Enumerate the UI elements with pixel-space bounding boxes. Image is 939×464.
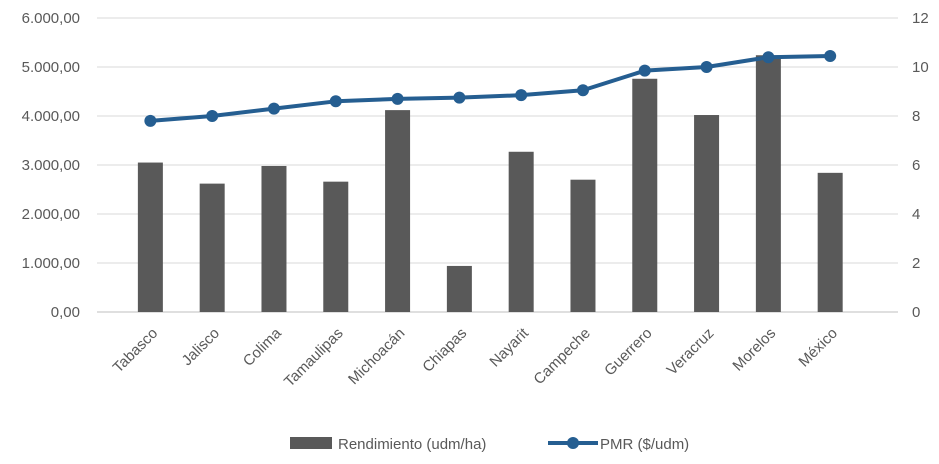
line-point [638, 64, 651, 77]
right-tick-label: 10 [912, 59, 929, 76]
right-tick-label: 0 [912, 304, 920, 321]
right-tick-label: 8 [912, 108, 920, 125]
bar [261, 165, 287, 312]
bar [632, 78, 658, 312]
category-label: Jalisco [179, 325, 223, 369]
category-label: Nayarit [486, 324, 532, 370]
left-tick-label: 5.000,00 [22, 59, 80, 76]
bar [817, 172, 843, 312]
legend-line-marker [567, 437, 579, 449]
legend-bar-label: Rendimiento (udm/ha) [338, 436, 486, 453]
left-tick-label: 1.000,00 [22, 255, 80, 272]
bar [323, 181, 349, 312]
bar [446, 265, 472, 312]
category-label: Veracruz [664, 325, 718, 379]
line-series [144, 49, 837, 127]
category-label: México [795, 325, 841, 371]
line-point [824, 49, 837, 62]
line-point [206, 110, 219, 122]
category-label: Tamaulipas [281, 325, 347, 391]
bar [694, 115, 720, 313]
category-label: Chiapas [419, 325, 470, 376]
line-point [762, 51, 775, 64]
right-tick-label: 2 [912, 255, 920, 272]
line-point [453, 91, 466, 104]
right-tick-label: 6 [912, 157, 920, 174]
right-axis-tick-labels: 0 2 4 6 8 10 12 [912, 10, 929, 321]
left-tick-label: 0,00 [51, 304, 80, 321]
category-label: Campeche [530, 325, 593, 388]
right-tick-label: 12 [912, 10, 929, 27]
left-tick-label: 6.000,00 [22, 10, 80, 27]
line-point [700, 61, 713, 73]
legend: Rendimiento (udm/ha) PMR ($/udm) [290, 436, 689, 453]
bar [199, 183, 225, 312]
legend-line-label: PMR ($/udm) [600, 436, 689, 453]
bar [570, 179, 596, 312]
left-tick-label: 4.000,00 [22, 108, 80, 125]
line-point [515, 89, 528, 102]
gridlines [97, 17, 898, 313]
line-point [329, 95, 342, 108]
bar-series [137, 55, 843, 313]
line-point [144, 114, 157, 127]
bar [755, 55, 781, 313]
legend-bar-swatch [290, 437, 332, 449]
bar [137, 162, 163, 312]
left-tick-label: 3.000,00 [22, 157, 80, 174]
line-point [576, 84, 589, 97]
category-label: Morelos [729, 325, 779, 375]
series-line [150, 53, 831, 123]
category-label: Michoacán [345, 325, 408, 388]
right-tick-label: 4 [912, 206, 920, 223]
category-label: Tabasco [110, 325, 162, 377]
category-label: Colima [240, 324, 285, 369]
category-label: Guerrero [601, 325, 655, 379]
left-tick-label: 2.000,00 [22, 206, 80, 223]
line-point [391, 92, 404, 105]
bar [508, 151, 534, 312]
line-point [267, 102, 280, 115]
bar [385, 110, 411, 313]
left-axis-tick-labels: 0,00 1.000,00 2.000,00 3.000,00 4.000,00 5.00… [22, 10, 80, 321]
